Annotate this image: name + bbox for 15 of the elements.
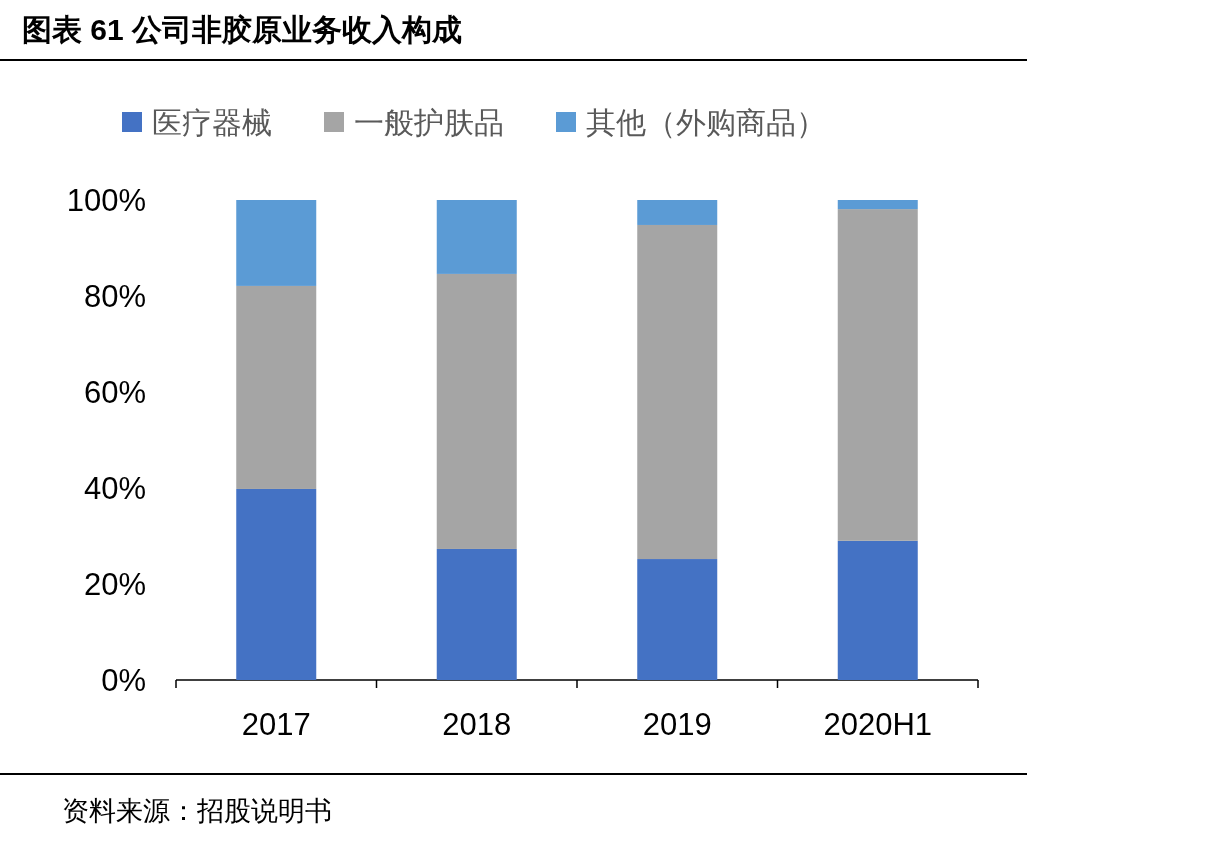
legend-label: 一般护肤品 (354, 105, 504, 140)
legend-label: 医疗器械 (152, 105, 272, 140)
x-tick-label: 2017 (241, 707, 311, 742)
x-tick-label: 2020H1 (823, 707, 933, 742)
x-tick-label: 2018 (442, 707, 512, 742)
y-tick-label: 60% (83, 375, 146, 410)
y-tick-label: 100% (66, 183, 146, 218)
y-tick-label: 80% (83, 279, 146, 314)
x-tick-label: 2019 (642, 707, 712, 742)
y-tick-label: 20% (83, 567, 146, 602)
legend-label: 其他（外购商品） (586, 105, 826, 140)
title: 图表 61 公司非胶原业务收入构成 (22, 13, 463, 46)
y-tick-label: 40% (83, 471, 146, 506)
y-tick-label: 0% (101, 663, 146, 698)
text: 资料来源：招股说明书 (62, 795, 332, 826)
